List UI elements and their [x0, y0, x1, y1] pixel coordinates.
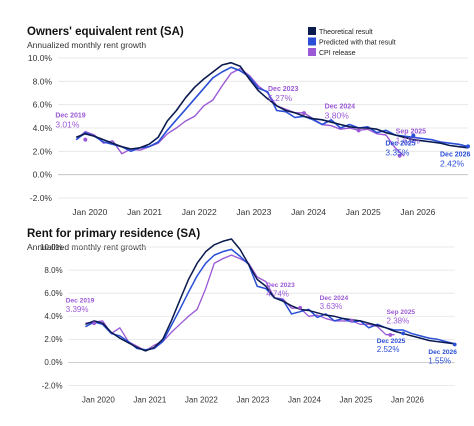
annotation-value: 4.74%: [266, 289, 289, 298]
x-tick-label: Jan 2026: [391, 395, 424, 404]
annotation-date: Dec 2024: [325, 103, 355, 110]
y-tick-label: -2.0%: [42, 381, 63, 390]
y-tick-label: -2.0%: [30, 193, 53, 203]
legend-swatch-cpi: [308, 48, 316, 56]
oer-chart: Owners' equivalent rent (SA) Annualized …: [27, 26, 470, 217]
y-tick-label: 8.0%: [33, 76, 53, 86]
legend-swatch-predicted: [308, 37, 316, 46]
y-tick-label: 6.0%: [33, 100, 53, 110]
series-line-cpi: [85, 254, 395, 352]
x-tick-label: Jan 2020: [72, 207, 107, 217]
annotation-point: [92, 321, 96, 326]
legend-label: CPI release: [319, 50, 356, 57]
x-tick-label: Jan 2021: [127, 207, 162, 217]
x-tick-label: Jan 2025: [346, 207, 381, 217]
x-tick-label: Jan 2022: [182, 207, 217, 217]
rent-chart: Rent for primary residence (SA) Annualiz…: [0, 213, 474, 426]
annotation-value: 2.42%: [440, 158, 465, 168]
y-tick-label: 2.0%: [44, 335, 62, 344]
annotation-value: 2.38%: [387, 317, 410, 326]
oer-plot: -2.0% 0.0% 2.0% 4.0% 6.0% 8.0% 10.0% Jan 2020 Ja…: [28, 27, 470, 217]
annotation-date: Sep 2025: [387, 309, 416, 316]
annotation-value: 1.55%: [428, 356, 451, 365]
y-tick-label: 0.0%: [44, 358, 62, 367]
annotation-point: [356, 128, 361, 133]
y-tick-label: 6.0%: [44, 289, 62, 298]
annotation-date: Dec 2019: [66, 298, 95, 305]
annotation-point: [298, 305, 303, 310]
annotation-point: [452, 342, 457, 347]
x-tick-label: Jan 2021: [133, 395, 166, 404]
y-tick-label: 0.0%: [33, 170, 53, 180]
x-tick-label: Jan 2023: [236, 207, 271, 217]
rent-plot: -2.0% 0.0% 2.0% 4.0% 6.0% 8.0% 10.0% Jan 2020 Ja…: [40, 238, 457, 404]
x-tick-label: Jan 2025: [340, 395, 373, 404]
x-tick-label: Jan 2022: [185, 395, 218, 404]
x-tick-label: Jan 2024: [288, 395, 321, 404]
annotation-value: 3.80%: [325, 110, 350, 120]
y-tick-label: 10.0%: [28, 53, 53, 63]
annotation-value: 5.27%: [268, 93, 293, 103]
annotation-point: [83, 137, 88, 142]
chart-subtitle: Annualized monthly rent growth: [27, 40, 147, 50]
annotation-point: [466, 144, 470, 149]
annotation-date: Dec 2026: [440, 151, 470, 158]
x-tick-label: Jan 2023: [236, 395, 269, 404]
series-line-theoretical: [75, 61, 469, 150]
y-tick-label: 4.0%: [44, 312, 62, 321]
y-tick-label: 10.0%: [40, 243, 63, 252]
annotation-value: 1.63%: [396, 136, 421, 146]
annotation-date: Dec 2023: [266, 282, 295, 289]
legend-label: Theoretical result: [319, 29, 373, 36]
annotation-value: 3.63%: [320, 302, 343, 311]
y-tick-label: 8.0%: [44, 266, 62, 275]
series-line-theoretical: [85, 238, 455, 352]
annotation-date: Dec 2025: [385, 141, 415, 148]
annotation-value: 3.39%: [66, 305, 89, 314]
x-tick-label: Jan 2020: [82, 395, 115, 404]
annotation-date: Dec 2023: [268, 86, 298, 93]
annotation-value: 3.01%: [55, 120, 80, 130]
chart-title: Rent for primary residence (SA): [27, 228, 201, 240]
chart-title: Owners' equivalent rent (SA): [27, 26, 184, 38]
annotation-point: [397, 153, 402, 158]
annotation-point: [302, 111, 306, 116]
annotation-date: Dec 2024: [320, 295, 349, 302]
annotation-point: [401, 331, 406, 336]
annotation-date: Dec 2019: [55, 113, 85, 120]
series-line-predicted: [85, 248, 455, 351]
x-tick-label: Jan 2024: [291, 207, 326, 217]
annotation-date: Dec 2026: [428, 349, 457, 356]
annotation-point: [349, 318, 354, 323]
x-tick-label: Jan 2026: [400, 207, 435, 217]
legend-swatch-theoretical: [308, 27, 316, 35]
annotation-date: Sep 2025: [396, 129, 426, 136]
annotation-date: Dec 2025: [377, 338, 406, 345]
annotation-value: 3.35%: [385, 148, 410, 158]
annotation-point: [388, 333, 393, 337]
legend-label: Predicted with that result: [319, 40, 396, 47]
annotation-point: [411, 133, 416, 138]
y-tick-label: 4.0%: [33, 123, 53, 133]
y-tick-label: 2.0%: [33, 146, 53, 156]
annotation-value: 2.52%: [377, 345, 400, 354]
